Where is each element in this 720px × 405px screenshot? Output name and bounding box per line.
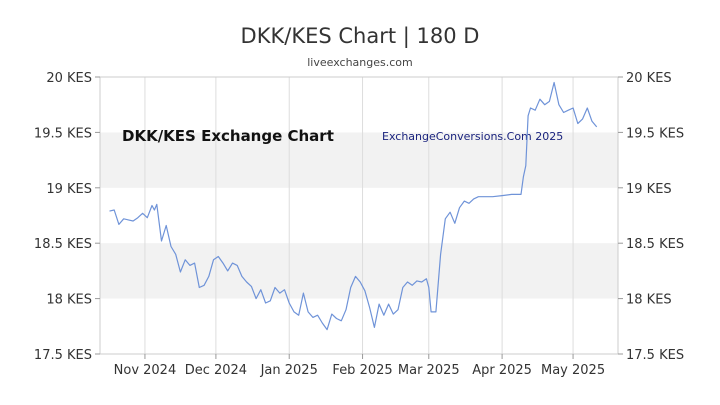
y-tick-label: 19 KES [46, 182, 92, 197]
y-tick-label-right: 19 KES [626, 182, 672, 197]
y-tick-label: 17.5 KES [34, 348, 92, 363]
y-tick-label-right: 17.5 KES [626, 348, 684, 363]
y-tick-label: 19.5 KES [34, 126, 92, 141]
x-tick-label: May 2025 [541, 363, 605, 378]
y-tick-label-right: 18 KES [626, 293, 672, 308]
x-tick-label: Feb 2025 [332, 363, 392, 378]
y-tick-label-right: 20 KES [626, 71, 672, 86]
x-tick-label: Mar 2025 [398, 363, 460, 378]
y-tick-label-right: 19.5 KES [626, 126, 684, 141]
y-tick-label-right: 18.5 KES [626, 237, 684, 252]
watermark-text: ExchangeConversions.Com 2025 [382, 130, 563, 143]
inner-chart-title: DKK/KES Exchange Chart [122, 127, 334, 145]
series-line [109, 81, 598, 331]
plot-frame [99, 76, 619, 355]
vertical-gridlines [144, 77, 574, 354]
x-axis: Nov 2024 Dec 2024 Jan 2025 Feb 2025 Mar 2025… [114, 354, 605, 378]
grid-band [100, 243, 618, 299]
y-axis-left: 20 KES 19.5 KES 19 KES 18.5 KES 18 KES 17.5 K… [34, 71, 100, 363]
x-tick-label: Dec 2024 [185, 363, 247, 378]
x-tick-label: Apr 2025 [472, 363, 532, 378]
x-tick-label: Nov 2024 [114, 363, 177, 378]
y-axis-right: 20 KES 19.5 KES 19 KES 18.5 KES 18 KES 17.5 K… [618, 71, 684, 363]
series-group [109, 81, 598, 331]
chart-title: DKK/KES Chart | 180 D [240, 24, 480, 48]
y-tick-label: 18.5 KES [34, 237, 92, 252]
grid-band [100, 132, 618, 188]
y-tick-label: 18 KES [46, 293, 92, 308]
grid-bands [100, 132, 618, 299]
chart-subtitle: liveexchanges.com [307, 56, 413, 69]
x-tick-label: Jan 2025 [260, 363, 318, 378]
y-tick-label: 20 KES [46, 71, 92, 86]
